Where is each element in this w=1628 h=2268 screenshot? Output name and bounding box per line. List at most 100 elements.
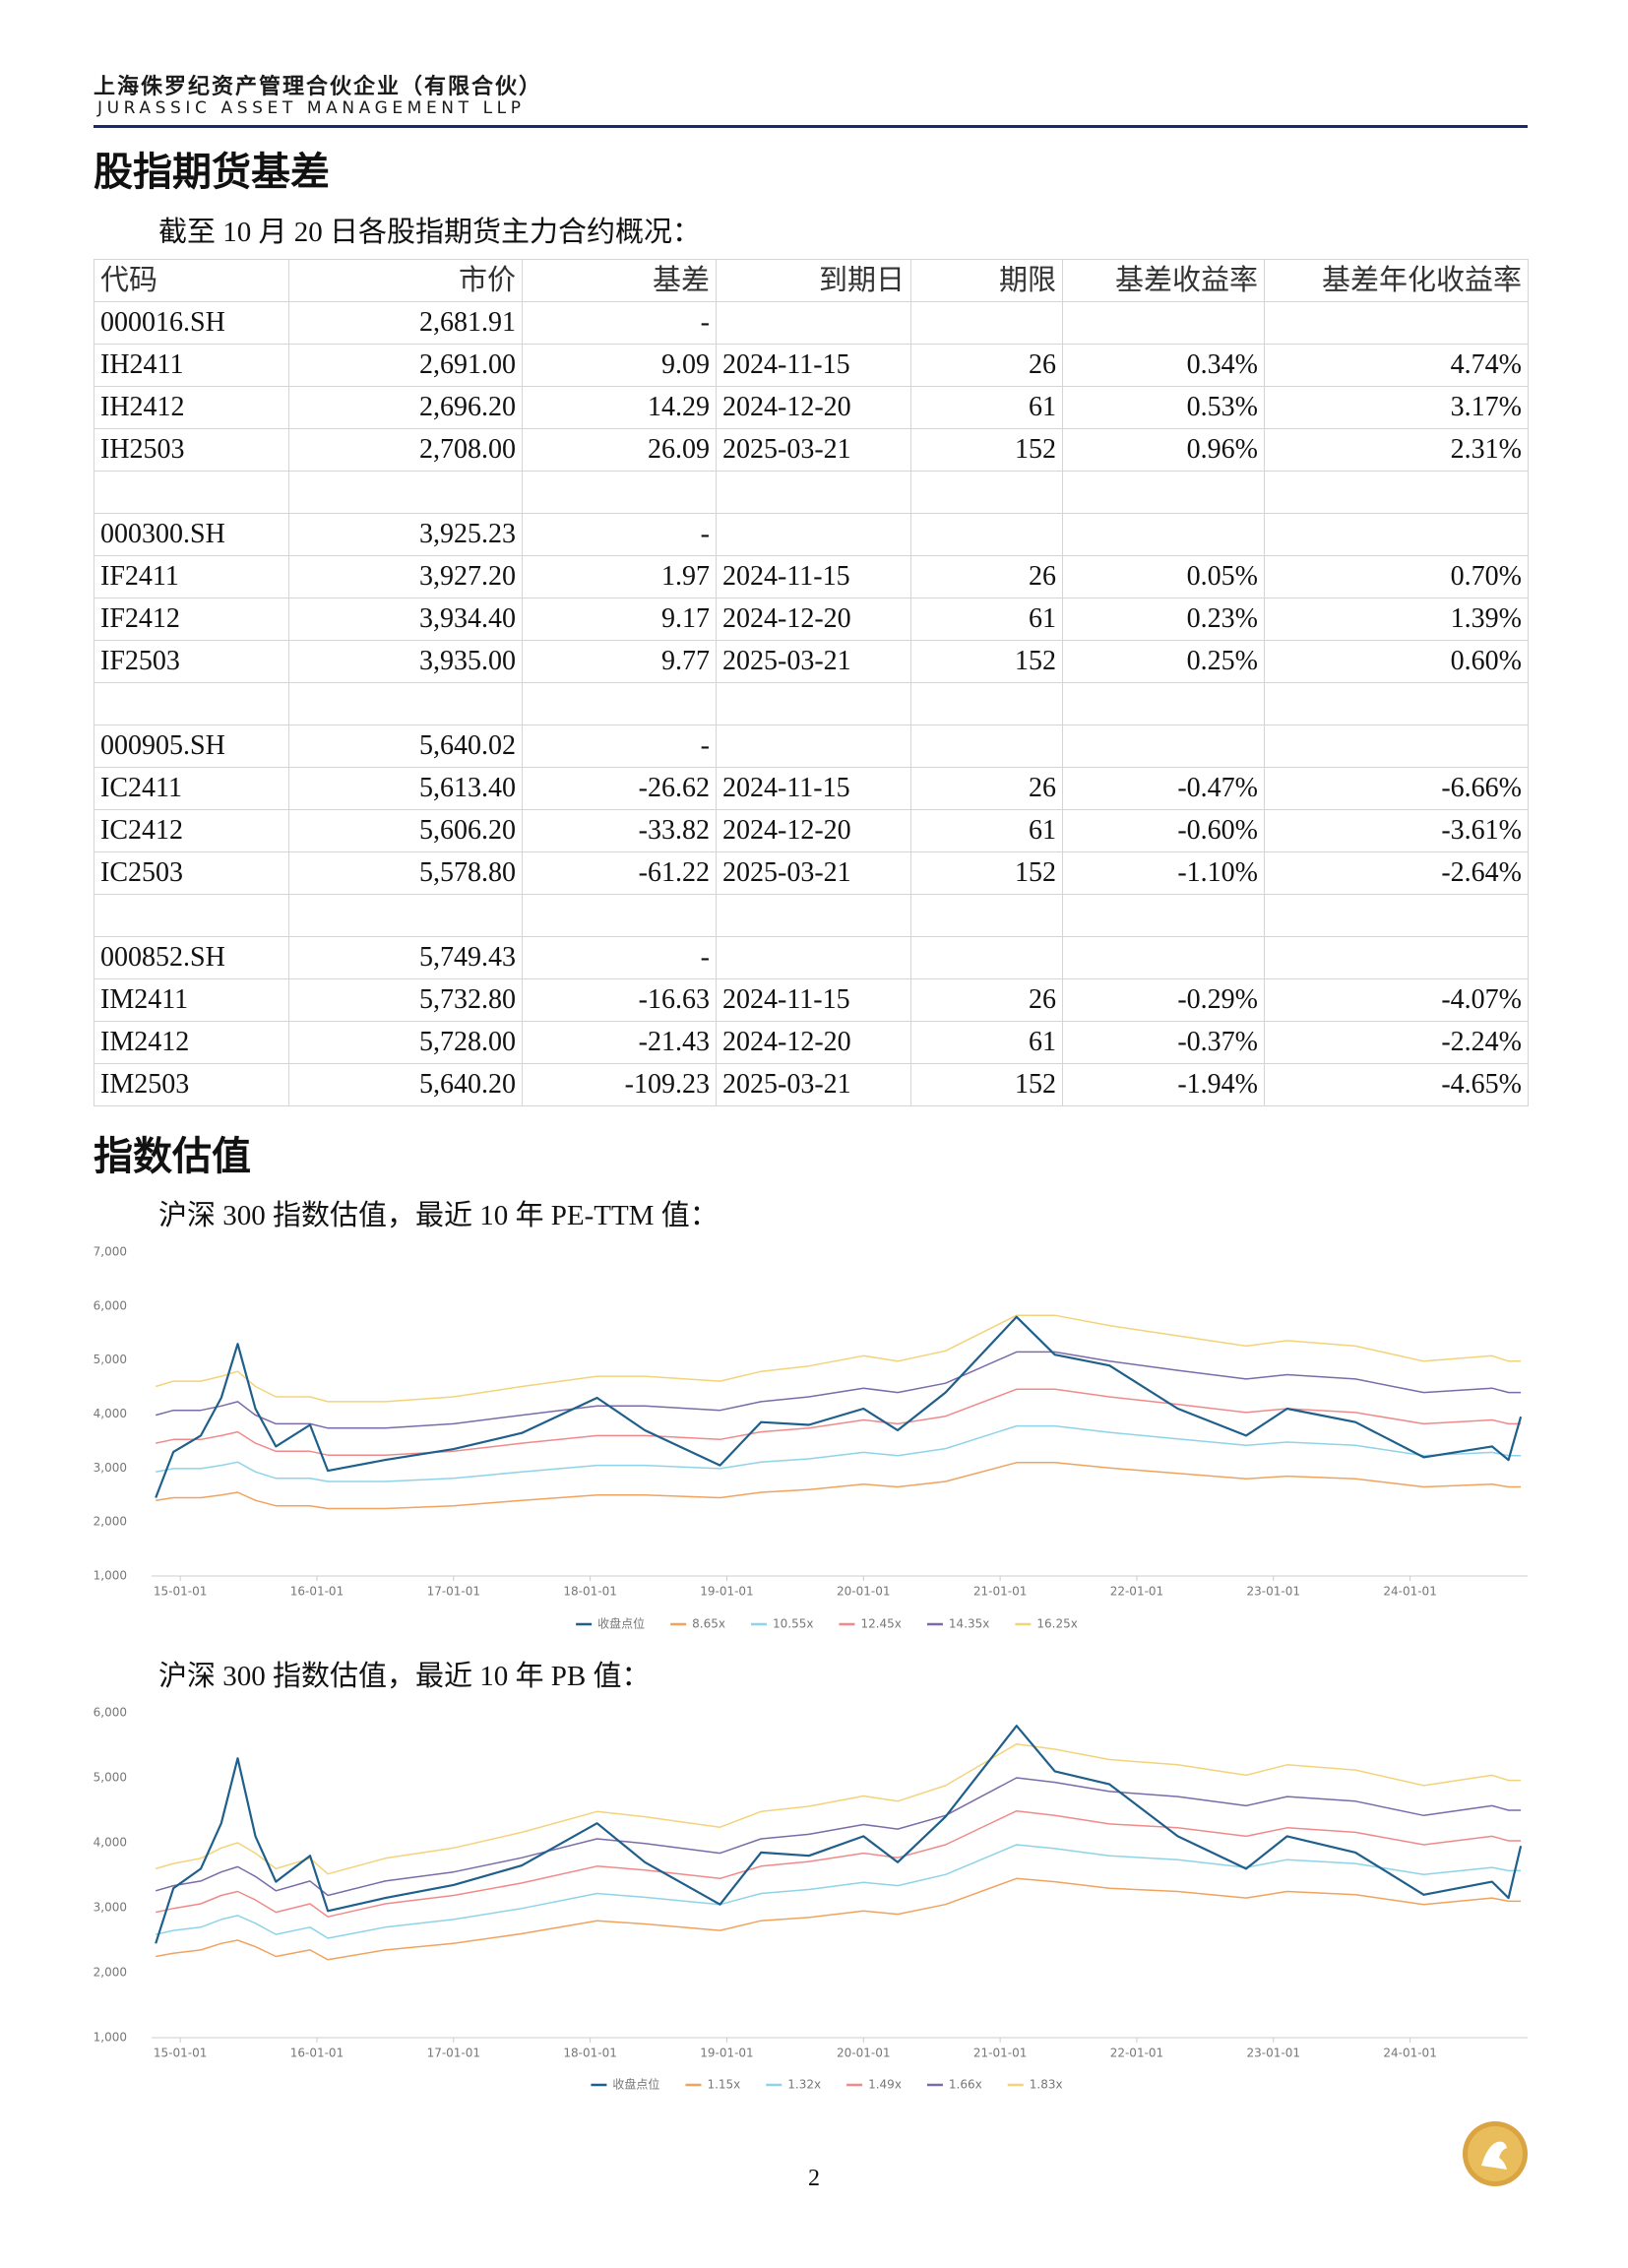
table-cell: 2,696.20 (288, 386, 523, 429)
header-cell: 基差收益率 (1062, 259, 1265, 302)
table-cell: 0.96% (1062, 428, 1265, 472)
table-cell: 2.31% (1264, 428, 1529, 472)
header-row: 代码 市价 基差 到期日 期限 基差收益率 基差年化收益率 (94, 259, 1529, 302)
table-cell: 26 (910, 767, 1063, 810)
table-row: IM2412 5,728.00 -21.43 2024-12-20 61 -0.37% -2… (94, 1021, 1529, 1064)
table-cell: -4.07% (1264, 978, 1529, 1022)
section-title: 股指期货基差 (94, 150, 330, 195)
table-row: 000016.SH 2,681.91- (94, 301, 1529, 345)
table-cell: -21.43 (522, 1021, 717, 1064)
x-tick-label: 15-01-01 (154, 1585, 207, 1599)
table-cell: -2.24% (1264, 1021, 1529, 1064)
header-cell: 到期日 (716, 259, 911, 302)
table-cell: 26 (910, 978, 1063, 1022)
table-cell: 2,708.00 (288, 428, 523, 472)
series-line (156, 1809, 1522, 1918)
table-cell: - (522, 724, 717, 768)
table-cell: IH2412 (94, 386, 289, 429)
table-cell (910, 936, 1063, 979)
table-cell: 000300.SH (94, 513, 289, 556)
header-cell: 基差年化收益率 (1264, 259, 1529, 302)
y-tick-label: 2,000 (94, 1515, 127, 1529)
table-cell: 2025-03-21 (716, 851, 911, 895)
section-title: 指数估值 (94, 1134, 251, 1179)
series-line (155, 1314, 1522, 1403)
y-tick-label: 1,000 (94, 2031, 127, 2045)
table-cell: 5,728.00 (288, 1021, 523, 1064)
table-row: IM2411 5,732.80 -16.63 2024-11-15 26 -0.29% -4… (94, 978, 1529, 1022)
empty-cell (94, 682, 289, 725)
table-cell: 2024-12-20 (716, 809, 911, 852)
page-number: 2 (808, 2166, 820, 2191)
table-cell (1264, 936, 1529, 979)
basis-table: 代码 市价 基差 到期日 期限 基差收益率 基差年化收益率 000016.SH 2,681.91… (94, 259, 1529, 1106)
header-cell: 基差 (522, 259, 717, 302)
legend-label: 1.32x (787, 2078, 821, 2092)
series-line (155, 1777, 1522, 1897)
table-row: IC2412 5,606.20 -33.82 2024-12-20 61 -0.60% -3… (94, 809, 1529, 852)
table-cell: -6.66% (1264, 767, 1529, 810)
table-cell: 61 (910, 809, 1063, 852)
series-line (156, 1388, 1522, 1456)
empty-cell (94, 894, 289, 937)
table-cell: IH2411 (94, 344, 289, 387)
table-cell: -2.64% (1264, 851, 1529, 895)
table-cell: 2024-12-20 (716, 386, 911, 429)
legend-label: 1.83x (1030, 2078, 1063, 2092)
table-cell: 5,578.80 (288, 851, 523, 895)
header-cell: 代码 (94, 259, 289, 302)
table-row: 000852.SH 5,749.43- (94, 936, 1529, 979)
y-tick-label: 7,000 (94, 1245, 127, 1259)
x-tick-label: 17-01-01 (427, 2047, 480, 2060)
table-cell: -1.10% (1062, 851, 1265, 895)
table-cell: 152 (910, 851, 1063, 895)
legend-label: 8.65x (692, 1617, 725, 1631)
x-tick-label: 24-01-01 (1383, 2047, 1436, 2060)
empty-cell (522, 471, 717, 514)
table-cell: 0.34% (1062, 344, 1265, 387)
x-tick-label: 21-01-01 (973, 1585, 1027, 1599)
x-tick-label: 22-01-01 (1110, 2047, 1163, 2060)
legend-label: 14.35x (949, 1617, 989, 1631)
intro-text: 截至 10 月 20 日各股指期货主力合约概况： (158, 217, 702, 248)
x-tick-label: 18-01-01 (563, 1585, 616, 1599)
table-row: IH2412 2,696.20 14.29 2024-12-20 61 0.53% 3.17… (94, 386, 1529, 429)
table-cell (910, 513, 1063, 556)
table-cell: 5,606.20 (288, 809, 523, 852)
table-cell: 2025-03-21 (716, 1063, 911, 1106)
table-cell: -16.63 (522, 978, 717, 1022)
y-tick-label: 5,000 (94, 1771, 127, 1785)
table-cell (1264, 513, 1529, 556)
table-cell: 5,732.80 (288, 978, 523, 1022)
table-cell: 000905.SH (94, 724, 289, 768)
y-tick-label: 1,000 (94, 1569, 127, 1583)
x-tick-label: 17-01-01 (427, 1585, 480, 1599)
table-cell: 3,925.23 (288, 513, 523, 556)
header-cell: 期限 (910, 259, 1063, 302)
table-cell: -61.22 (522, 851, 717, 895)
table-cell: 152 (910, 640, 1063, 683)
table-cell (716, 724, 911, 768)
table-cell (1264, 724, 1529, 768)
table-cell: -4.65% (1264, 1063, 1529, 1106)
table-cell (716, 301, 911, 345)
series-line (155, 1315, 1523, 1498)
logo (1463, 2121, 1528, 2186)
company-name-en: JURASSIC ASSET MANAGEMENT LLP (97, 98, 526, 118)
y-tick-label: 2,000 (94, 1966, 127, 1980)
empty-cell (716, 682, 911, 725)
y-tick-label: 3,000 (94, 1461, 127, 1475)
x-tick-label: 20-01-01 (837, 2047, 890, 2060)
table-cell: - (522, 513, 717, 556)
y-tick-label: 6,000 (94, 1298, 127, 1312)
table-cell: 2024-11-15 (716, 344, 911, 387)
company-name: 上海侏罗纪资产管理合伙企业（有限合伙） (94, 75, 543, 99)
chart-caption: 沪深 300 指数估值，最近 10 年 PE-TTM 值： (158, 1200, 719, 1231)
table-cell (910, 724, 1063, 768)
table-cell: 2024-12-20 (716, 598, 911, 641)
y-tick-label: 5,000 (94, 1353, 127, 1366)
empty-cell (522, 894, 717, 937)
table-cell (716, 513, 911, 556)
